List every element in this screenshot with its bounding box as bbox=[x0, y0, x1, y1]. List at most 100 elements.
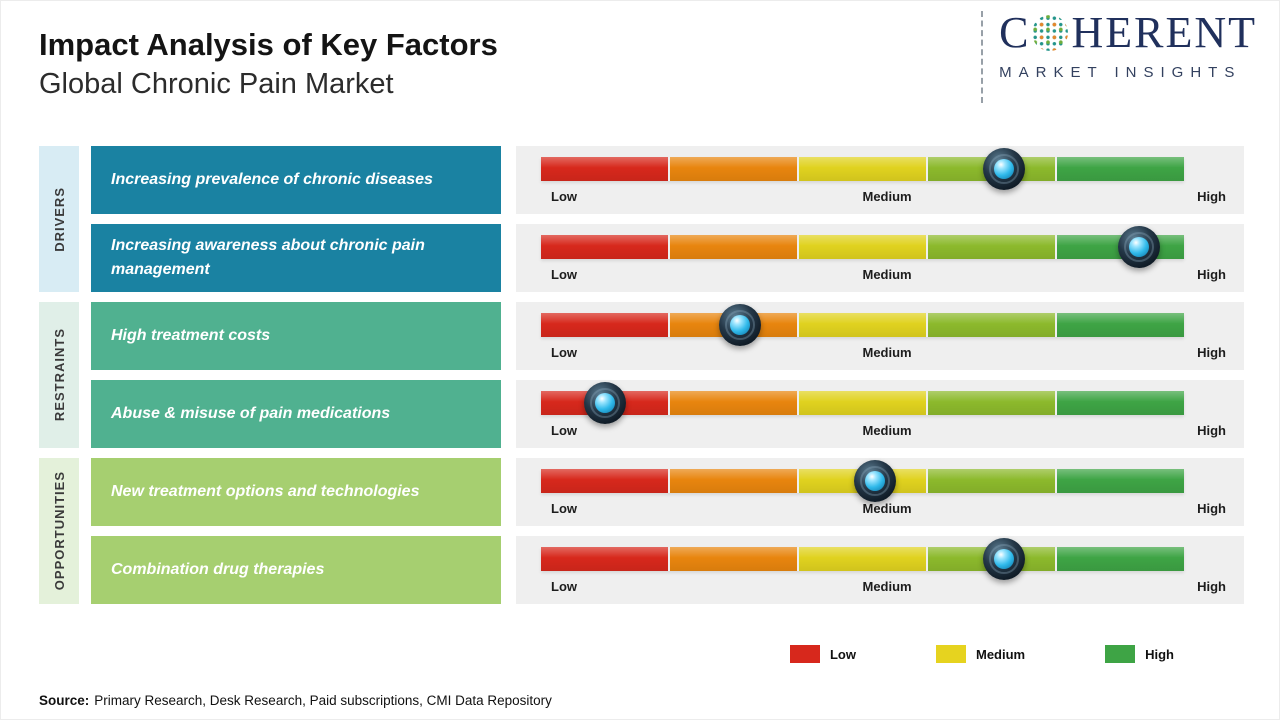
impact-marker bbox=[854, 460, 897, 502]
bar-segment-red bbox=[541, 235, 668, 259]
factor-label-box: Abuse & misuse of pain medications bbox=[91, 380, 501, 448]
impact-bar-area: Low Medium High bbox=[516, 146, 1244, 214]
scale-medium-label: Medium bbox=[862, 345, 912, 360]
impact-gradient-bar bbox=[541, 460, 1184, 502]
factor-row: Increasing awareness about chronic pain … bbox=[91, 224, 1244, 292]
logo-letter-c: C bbox=[999, 8, 1031, 57]
bar-segment-orange bbox=[670, 469, 797, 493]
bar-segment-yellowgreen bbox=[928, 469, 1055, 493]
bar-segment-orange bbox=[670, 391, 797, 415]
bar-segment-red bbox=[541, 547, 668, 571]
bar-segment-green bbox=[1057, 391, 1184, 415]
scale-low-label: Low bbox=[551, 501, 577, 516]
group-strip-drivers: DRIVERS bbox=[39, 146, 79, 292]
bar-segment-yellow bbox=[799, 391, 926, 415]
impact-gradient-bar bbox=[541, 148, 1184, 190]
factor-label-box: Combination drug therapies bbox=[91, 536, 501, 604]
impact-bar-area: Low Medium High bbox=[516, 302, 1244, 370]
scale-labels: Low Medium High bbox=[551, 501, 1226, 516]
scale-medium-label: Medium bbox=[862, 423, 912, 438]
scale-labels: Low Medium High bbox=[551, 345, 1226, 360]
bar-segment-yellow bbox=[799, 313, 926, 337]
legend: Low Medium High bbox=[789, 645, 1174, 663]
legend-swatch-medium bbox=[935, 645, 966, 663]
factor-label: Combination drug therapies bbox=[111, 561, 325, 578]
impact-analysis-grid: DRIVERS Increasing prevalence of chronic… bbox=[39, 146, 1244, 604]
impact-marker bbox=[982, 538, 1025, 580]
scale-low-label: Low bbox=[551, 267, 577, 282]
group-drivers: DRIVERS Increasing prevalence of chronic… bbox=[39, 146, 1244, 292]
scale-low-label: Low bbox=[551, 189, 577, 204]
logo-divider bbox=[981, 11, 984, 103]
page-title: Impact Analysis of Key Factors bbox=[39, 27, 498, 62]
bar-segment-red bbox=[541, 313, 668, 337]
source-text: Primary Research, Desk Research, Paid su… bbox=[94, 693, 552, 708]
logo-dotted-o-icon bbox=[1032, 15, 1069, 51]
impact-marker bbox=[982, 148, 1025, 190]
scale-labels: Low Medium High bbox=[551, 423, 1226, 438]
scale-labels: Low Medium High bbox=[551, 579, 1226, 594]
legend-swatch-low bbox=[789, 645, 820, 663]
scale-low-label: Low bbox=[551, 345, 577, 360]
source-prefix: Source: bbox=[39, 693, 90, 708]
group-strip-opportunities: OPPORTUNITIES bbox=[39, 458, 79, 604]
impact-bar-area: Low Medium High bbox=[516, 380, 1244, 448]
scale-high-label: High bbox=[1197, 189, 1226, 204]
factor-label: Increasing prevalence of chronic disease… bbox=[111, 171, 433, 188]
bar-segment-orange bbox=[670, 235, 797, 259]
bar-segment-yellowgreen bbox=[928, 313, 1055, 337]
factor-label: High treatment costs bbox=[111, 327, 271, 344]
scale-medium-label: Medium bbox=[862, 267, 912, 282]
factor-label: New treatment options and technologies bbox=[111, 483, 420, 500]
legend-item-medium: Medium bbox=[935, 645, 1025, 663]
bar-segment-green bbox=[1057, 469, 1184, 493]
logo-block: C HERENT MARKET INSIGHTS bbox=[999, 11, 1257, 107]
legend-item-high: High bbox=[1105, 645, 1174, 663]
scale-labels: Low Medium High bbox=[551, 189, 1226, 204]
coherent-market-insights-logo: C HERENT MARKET INSIGHTS bbox=[981, 11, 1257, 107]
page-header: Impact Analysis of Key Factors Global Ch… bbox=[1, 1, 1279, 101]
impact-bar-area: Low Medium High bbox=[516, 536, 1244, 604]
logo-letters-herent: HERENT bbox=[1071, 8, 1257, 57]
factor-row: Increasing prevalence of chronic disease… bbox=[91, 146, 1244, 214]
bar-segment-green bbox=[1057, 157, 1184, 181]
bar-segment-yellowgreen bbox=[928, 235, 1055, 259]
scale-labels: Low Medium High bbox=[551, 267, 1226, 282]
scale-medium-label: Medium bbox=[862, 501, 912, 516]
impact-bar-area: Low Medium High bbox=[516, 224, 1244, 292]
group-label-restraints: RESTRAINTS bbox=[51, 328, 67, 422]
page-subtitle: Global Chronic Pain Market bbox=[39, 67, 394, 100]
bar-segment-red bbox=[541, 469, 668, 493]
group-label-drivers: DRIVERS bbox=[51, 186, 67, 252]
bar-segment-yellow bbox=[799, 547, 926, 571]
bar-segment-orange bbox=[670, 157, 797, 181]
bar-segment-green bbox=[1057, 313, 1184, 337]
factor-label: Increasing awareness about chronic pain … bbox=[111, 237, 425, 278]
group-restraints: RESTRAINTS High treatment costs bbox=[39, 302, 1244, 448]
bar-segment-red bbox=[541, 157, 668, 181]
factor-label: Abuse & misuse of pain medications bbox=[111, 405, 391, 422]
factor-row: Abuse & misuse of pain medications Low M… bbox=[91, 380, 1244, 448]
group-opportunities: OPPORTUNITIES New treatment options and … bbox=[39, 458, 1244, 604]
impact-gradient-bar bbox=[541, 226, 1184, 268]
factor-label-box: New treatment options and technologies bbox=[91, 458, 501, 526]
legend-swatch-high bbox=[1105, 645, 1136, 663]
source-line: Source: Primary Research, Desk Research, … bbox=[39, 693, 552, 708]
scale-high-label: High bbox=[1197, 345, 1226, 360]
factor-label-box: High treatment costs bbox=[91, 302, 501, 370]
bar-segment-yellowgreen bbox=[928, 391, 1055, 415]
scale-low-label: Low bbox=[551, 423, 577, 438]
group-strip-restraints: RESTRAINTS bbox=[39, 302, 79, 448]
scale-high-label: High bbox=[1197, 579, 1226, 594]
impact-marker bbox=[584, 382, 627, 424]
scale-low-label: Low bbox=[551, 579, 577, 594]
impact-bar-area: Low Medium High bbox=[516, 458, 1244, 526]
legend-label-high: High bbox=[1145, 646, 1174, 662]
logo-wordmark: C HERENT bbox=[999, 11, 1257, 55]
factor-label-box: Increasing prevalence of chronic disease… bbox=[91, 146, 501, 214]
impact-marker bbox=[719, 304, 762, 346]
logo-tagline: MARKET INSIGHTS bbox=[999, 64, 1242, 81]
bar-segment-green bbox=[1057, 547, 1184, 571]
scale-medium-label: Medium bbox=[862, 189, 912, 204]
bar-segment-yellow bbox=[799, 157, 926, 181]
